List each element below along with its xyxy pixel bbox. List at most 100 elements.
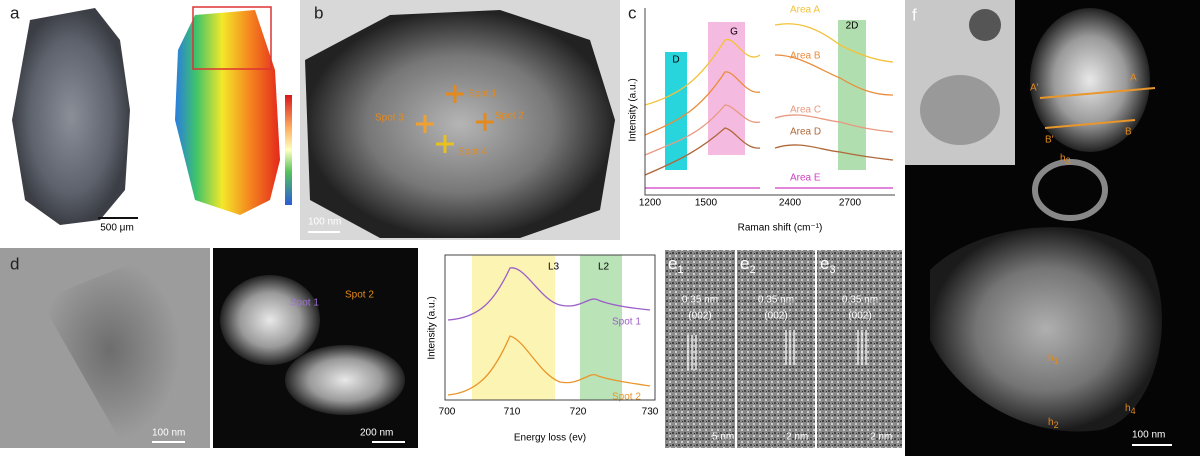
panel-f: f A' A B' B h3 h1 h2 h4 100 nm xyxy=(905,0,1200,456)
line-a xyxy=(1039,87,1156,99)
region-label: h4 xyxy=(1125,403,1136,417)
x-tick-label: 710 xyxy=(504,407,521,418)
edge-label: L3 xyxy=(548,262,560,273)
region-letter: h xyxy=(1048,353,1054,364)
hrtem-image xyxy=(817,250,902,448)
panel-b: b Spot 1 Spot 2 Spot 3 Spot 4 100 nm xyxy=(300,0,620,240)
2d-band xyxy=(838,20,866,170)
plane: (002) xyxy=(688,311,711,322)
spacing: 0.35 nm xyxy=(842,295,878,306)
particle-bottom xyxy=(930,227,1162,432)
region-letter: h xyxy=(1060,153,1066,164)
sample-photo xyxy=(12,8,130,225)
color-bar xyxy=(285,95,292,205)
line-b xyxy=(1044,119,1136,129)
panel-d: d 100 nm Spot 1 Spot 2 200 nm L3 L2 Spot… xyxy=(0,248,659,448)
particle xyxy=(285,345,405,415)
band-label: 2D xyxy=(846,21,859,32)
plane: (002) xyxy=(764,311,787,322)
region-label: h1 xyxy=(1048,353,1059,367)
scale-label: 5 nm xyxy=(712,432,734,443)
panel-label: f xyxy=(912,5,917,24)
edge-label: L2 xyxy=(598,262,610,273)
height-map xyxy=(175,10,280,215)
panel-label: e2 xyxy=(740,254,756,275)
panel-a: a 500 μm xyxy=(10,3,292,234)
region-label: h2 xyxy=(1048,417,1059,431)
point-label: A' xyxy=(1030,83,1039,94)
panel-label: b xyxy=(314,3,323,22)
band-label: G xyxy=(730,27,738,38)
region-sub: 4 xyxy=(1131,406,1136,416)
band-label: D xyxy=(672,55,679,66)
axes xyxy=(644,8,895,196)
panel-c: c D G 2D Area A Area B Area C Area D Are… xyxy=(628,3,895,234)
curve-label: Spot 1 xyxy=(612,317,641,328)
d-band xyxy=(665,52,687,170)
point-label: B' xyxy=(1045,135,1054,146)
inset-feature xyxy=(969,9,1001,41)
l2-band xyxy=(580,255,622,400)
area-label: Area A xyxy=(790,5,820,16)
area-label: Area B xyxy=(790,51,821,62)
x-axis-label: Raman shift (cm⁻¹) xyxy=(738,223,823,234)
g-band xyxy=(708,22,745,155)
label-letter: e xyxy=(668,254,677,273)
curve-label: Spot 2 xyxy=(612,392,641,403)
panel-label: d xyxy=(10,254,19,273)
spot-label: Spot 2 xyxy=(495,111,524,122)
label-sub: 1 xyxy=(677,264,683,276)
panel-e: e1 e2 e3 0.35 nm (002) 0.35 nm (002) 0.3… xyxy=(665,250,902,448)
neck xyxy=(1032,159,1108,221)
inset-feature xyxy=(920,75,1000,145)
plane: (002) xyxy=(848,311,871,322)
spot-label: Spot 1 xyxy=(468,89,497,100)
y-axis-label: Intensity (a.u.) xyxy=(427,296,438,359)
region-label: h3 xyxy=(1060,153,1071,167)
x-axis-label: Energy loss (ev) xyxy=(514,433,586,444)
scale-label: 2 nm xyxy=(786,432,808,443)
scale-label: 100 nm xyxy=(1132,430,1165,441)
curve xyxy=(447,335,651,396)
label-sub: 2 xyxy=(749,264,755,276)
spot-label: Spot 1 xyxy=(290,298,319,309)
point-label: B xyxy=(1125,127,1132,138)
panel-label: e3 xyxy=(820,254,836,275)
spot-label: Spot 2 xyxy=(345,290,374,301)
point-label: A xyxy=(1130,73,1137,84)
panel-label: a xyxy=(10,3,20,22)
label-sub: 3 xyxy=(829,264,835,276)
region-sub: 1 xyxy=(1054,356,1059,366)
sem-image xyxy=(305,10,615,238)
x-tick-label: 730 xyxy=(642,407,659,418)
spacing: 0.35 nm xyxy=(758,295,794,306)
y-axis-label: Intensity (a.u.) xyxy=(628,78,639,141)
area-label: Area E xyxy=(790,173,821,184)
label-letter: e xyxy=(740,254,749,273)
x-tick-label: 1200 xyxy=(639,198,662,209)
region-sub: 2 xyxy=(1054,420,1059,430)
x-tick-label: 1500 xyxy=(695,198,718,209)
region-letter: h xyxy=(1125,403,1131,414)
spot-label: Spot 3 xyxy=(375,113,404,124)
area-label: Area D xyxy=(790,127,821,138)
area-label: Area C xyxy=(790,105,821,116)
region-letter: h xyxy=(1048,417,1054,428)
particle xyxy=(220,275,320,365)
panel-label: c xyxy=(628,3,637,22)
scale-label: 200 nm xyxy=(360,428,393,439)
scale-label: 100 nm xyxy=(152,428,185,439)
hrtem-image xyxy=(665,250,735,448)
scale-label: 500 μm xyxy=(100,223,134,234)
spacing: 0.35 nm xyxy=(682,295,718,306)
curve xyxy=(447,267,651,321)
scale-label: 100 nm xyxy=(308,217,341,228)
particle-top xyxy=(1030,8,1150,152)
x-tick-label: 2400 xyxy=(779,198,802,209)
x-tick-label: 700 xyxy=(439,407,456,418)
x-tick-label: 720 xyxy=(570,407,587,418)
flake xyxy=(40,260,180,440)
axes xyxy=(444,254,656,401)
